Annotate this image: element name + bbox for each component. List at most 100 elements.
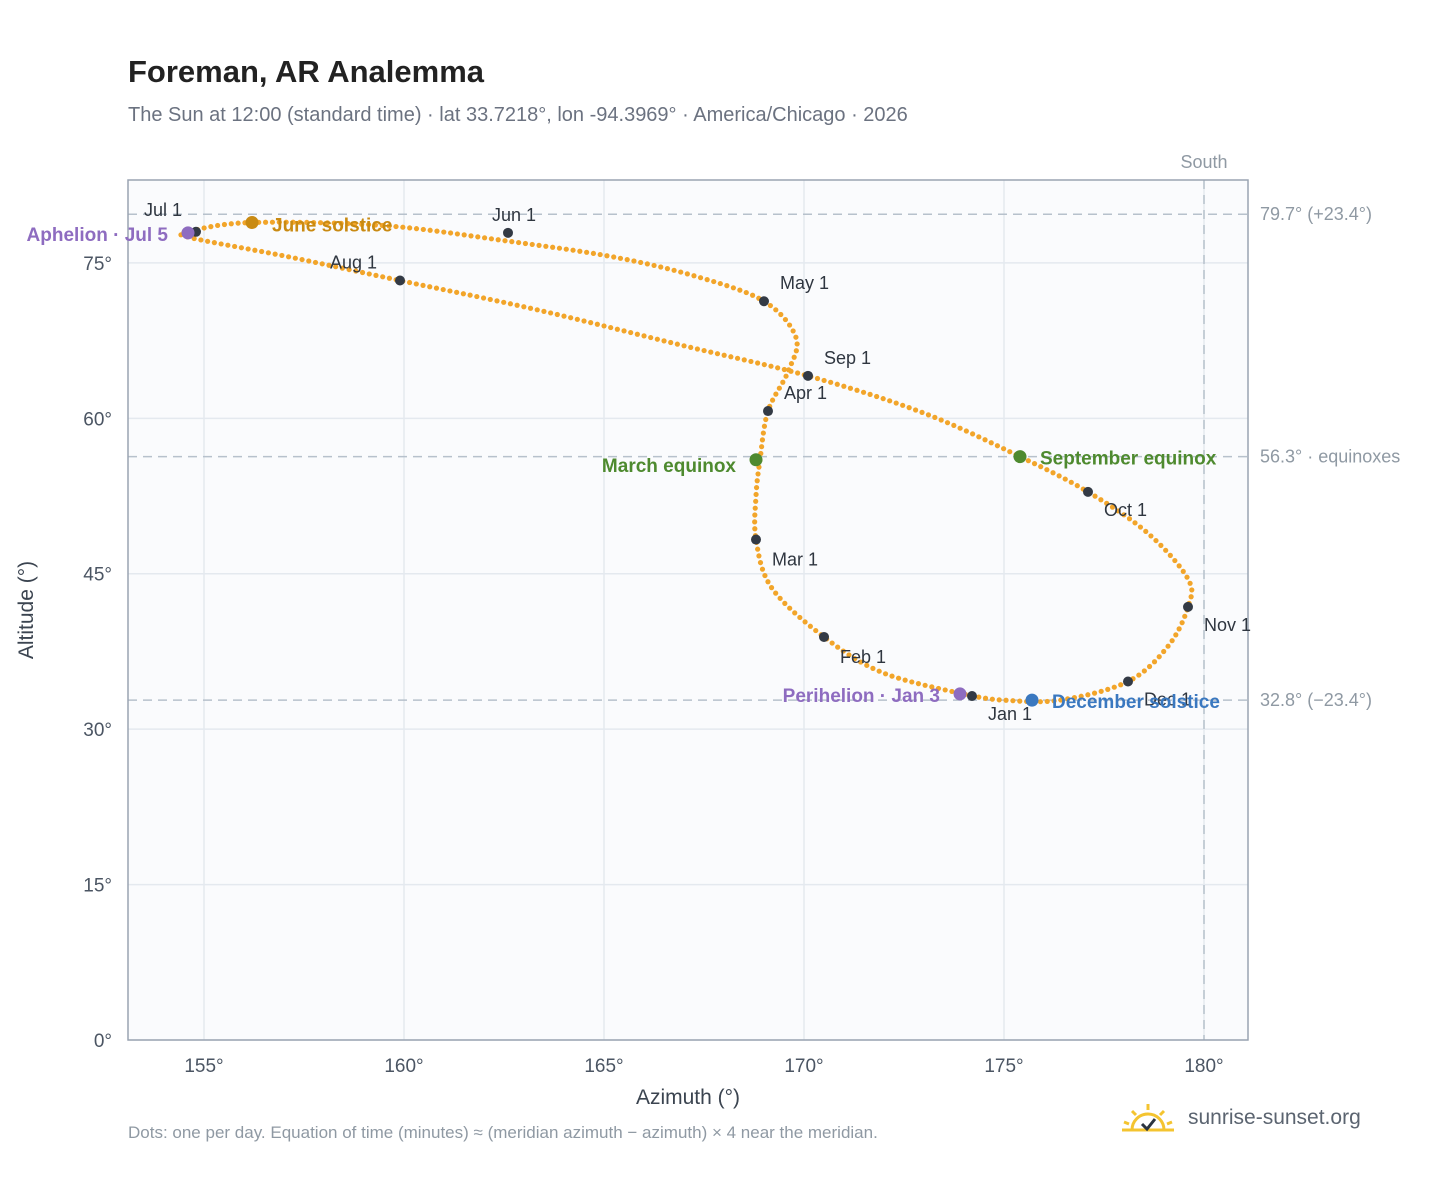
day-dot: [1058, 697, 1064, 703]
day-dot: [728, 354, 734, 360]
plot-background: [128, 180, 1248, 1040]
day-dot: [741, 357, 747, 363]
month-marker-aug-1: [395, 275, 405, 286]
day-dot: [688, 344, 694, 351]
event-marker-june-solstice: [245, 215, 259, 229]
day-dot: [919, 409, 925, 415]
day-dot: [969, 431, 976, 437]
day-dot: [427, 227, 433, 233]
month-label-jan-1: Jan 1: [988, 704, 1032, 724]
day-dot: [601, 323, 607, 329]
day-dot: [776, 385, 782, 391]
day-dot: [854, 387, 860, 393]
day-dot: [563, 246, 569, 252]
day-dot: [691, 273, 697, 279]
day-dot: [460, 291, 466, 297]
day-dot: [1184, 574, 1190, 580]
day-dot: [668, 339, 674, 346]
day-dot: [441, 229, 447, 235]
day-dot: [588, 320, 594, 326]
day-dot: [654, 336, 660, 342]
day-dot: [215, 222, 221, 229]
day-dot: [756, 553, 762, 559]
day-dot: [420, 226, 426, 233]
day-dot: [413, 281, 419, 287]
day-dot: [755, 360, 761, 366]
event-marker-perihelion-jan-3: [953, 687, 967, 701]
day-dot: [597, 251, 603, 258]
day-dot: [1148, 533, 1154, 539]
day-dot: [1050, 470, 1056, 476]
day-dot: [1003, 697, 1009, 703]
day-dot: [852, 655, 858, 662]
day-dot: [876, 668, 882, 674]
day-dot: [982, 437, 988, 443]
day-dot: [487, 296, 493, 303]
day-dot: [480, 295, 487, 301]
month-label-aug-1: Aug 1: [330, 253, 377, 273]
day-dot: [889, 673, 895, 679]
day-dot: [550, 244, 556, 250]
day-dot: [790, 328, 796, 334]
day-dot: [976, 694, 982, 700]
day-dot: [1051, 698, 1057, 704]
day-dot: [624, 257, 630, 263]
day-dot: [829, 640, 835, 646]
day-dot: [1091, 690, 1098, 696]
day-dot: [994, 443, 1001, 449]
day-dot: [265, 250, 271, 256]
x-tick-label: 170°: [784, 1056, 823, 1077]
month-marker-mar-1: [751, 534, 761, 545]
day-dot: [887, 398, 893, 404]
day-dot: [1188, 594, 1194, 600]
day-dot: [858, 659, 864, 665]
day-dot: [1121, 512, 1127, 518]
month-marker-dec-1: [1123, 676, 1133, 687]
day-dot: [882, 671, 889, 677]
x-tick-label: 165°: [584, 1056, 623, 1077]
day-dot: [674, 341, 680, 347]
day-dot: [840, 648, 846, 654]
month-marker-oct-1: [1083, 486, 1093, 497]
day-dot: [749, 292, 756, 298]
day-dot: [617, 255, 624, 261]
day-dot: [942, 687, 948, 693]
day-dot: [311, 219, 317, 226]
day-dot: [846, 652, 852, 658]
day-dot: [935, 685, 942, 692]
day-dot: [813, 627, 819, 634]
day-dot: [949, 688, 955, 695]
day-dot: [1172, 557, 1178, 564]
day-dot: [1010, 698, 1016, 704]
brand-logo[interactable]: sunrise-sunset.org: [1120, 1100, 1361, 1136]
day-dot: [681, 343, 687, 349]
event-marker-september-equinox: [1013, 450, 1027, 464]
day-dot: [795, 370, 801, 376]
day-dot: [996, 697, 1002, 703]
day-dot: [1169, 638, 1175, 644]
day-dot: [1065, 696, 1071, 702]
day-dot: [1044, 698, 1050, 705]
day-dot: [765, 579, 771, 585]
day-dot: [1044, 467, 1050, 473]
day-dot: [433, 285, 440, 291]
chart-subtitle: The Sun at 12:00 (standard time) · lat 3…: [128, 104, 908, 126]
day-dot: [461, 232, 467, 238]
day-dot: [762, 572, 768, 579]
day-dot: [874, 393, 880, 400]
day-dot: [814, 375, 821, 382]
day-dot: [761, 423, 768, 429]
day-dot: [753, 484, 760, 491]
day-dot: [841, 383, 847, 389]
day-dot: [1156, 654, 1162, 660]
y-tick-label: 15°: [83, 876, 112, 897]
day-dot: [807, 623, 813, 629]
day-dot: [754, 478, 760, 484]
day-dot: [678, 269, 684, 275]
day-dot: [359, 221, 365, 227]
day-dot: [644, 261, 650, 267]
day-dot: [661, 338, 667, 344]
day-dot: [574, 316, 580, 322]
y-tick-label: 45°: [83, 565, 112, 586]
day-dot: [1037, 699, 1043, 705]
